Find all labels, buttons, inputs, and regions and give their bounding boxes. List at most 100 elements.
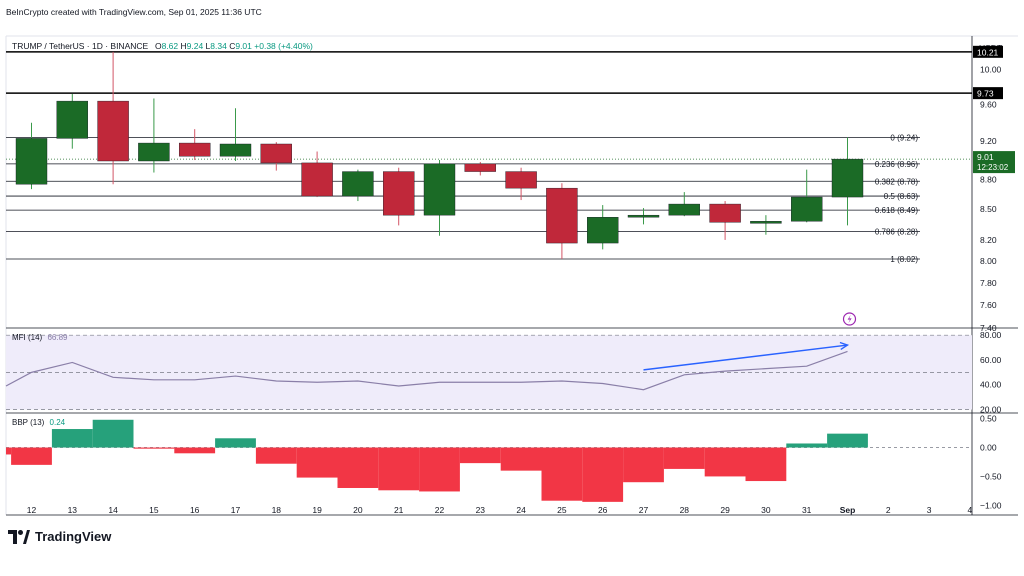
bbp-bar[interactable] (378, 447, 420, 491)
fib-level-label: 1 (8.02) (890, 255, 918, 264)
fib-level-label: 0.5 (8.63) (884, 192, 919, 201)
candle-body[interactable] (464, 163, 496, 172)
candle-body[interactable] (709, 203, 741, 223)
bbp-bar[interactable] (459, 447, 501, 464)
bbp-bar[interactable] (133, 447, 175, 449)
time-axis-tick: 26 (598, 505, 608, 515)
bbp-title: BBP (13) (12, 418, 45, 427)
candle-body[interactable] (791, 196, 823, 222)
bbp-last-value: 0.24 (49, 418, 66, 427)
symbol-title[interactable]: TRUMP / TetherUS · 1D · BINANCE (12, 41, 149, 51)
price-axis-tick: 9.20 (980, 136, 997, 146)
price-axis-tick: 10.00 (980, 65, 1002, 75)
bbp-bar[interactable] (92, 419, 134, 448)
candle-body[interactable] (423, 163, 456, 216)
time-axis-tick: 24 (516, 505, 526, 515)
bbp-bar[interactable] (745, 447, 787, 482)
bbp-bar[interactable] (337, 447, 379, 488)
bbp-bar[interactable] (11, 447, 52, 465)
time-axis-tick: 29 (720, 505, 730, 515)
candle-body[interactable] (15, 138, 48, 185)
candle-body[interactable] (138, 142, 170, 162)
bbp-bar[interactable] (51, 429, 93, 448)
bbp-axis-tick: 0.50 (980, 414, 997, 424)
time-axis-tick: 13 (68, 505, 78, 515)
bbp-bar[interactable] (827, 433, 868, 448)
mfi-axis-tick: 20.00 (980, 405, 1002, 415)
price-axis-tick: 7.80 (980, 278, 997, 288)
bbp-bar[interactable] (623, 447, 664, 483)
last-price-badge (973, 151, 1015, 174)
mfi-axis-tick: 60.00 (980, 355, 1002, 365)
candle-body[interactable] (219, 143, 252, 157)
candle-body[interactable] (668, 203, 700, 216)
candle-body[interactable] (56, 100, 88, 139)
bbp-bar[interactable] (541, 447, 583, 501)
price-axis-tick: 8.80 (980, 174, 997, 184)
price-axis-tick: 8.50 (980, 204, 997, 214)
time-axis-tick: 16 (190, 505, 200, 515)
candle-body[interactable] (750, 221, 782, 224)
tradingview-logo-icon (8, 529, 30, 544)
fib-level-label: 0.786 (8.28) (875, 228, 918, 237)
price-axis-tick: 7.60 (980, 300, 997, 310)
time-axis-tick: 23 (476, 505, 486, 515)
bbp-bar[interactable] (704, 447, 746, 477)
candle-body[interactable] (546, 187, 578, 244)
candle-body[interactable] (505, 171, 537, 189)
candle-body[interactable] (342, 171, 374, 197)
tradingview-wordmark: TradingView (35, 529, 112, 544)
mfi-trend-arrow[interactable] (643, 344, 848, 371)
mfi-legend: MFI (14) 66.89 (12, 333, 68, 342)
candle-body[interactable] (383, 171, 415, 216)
open-label: O (154, 41, 162, 51)
time-axis-tick: 12 (27, 505, 37, 515)
price-line-badge (973, 45, 1003, 58)
bbp-axis-tick: −0.50 (980, 471, 1002, 481)
time-axis-tick: 19 (312, 505, 322, 515)
time-axis-tick: 17 (231, 505, 241, 515)
candle-body[interactable] (831, 158, 864, 198)
price-axis-tick: 8.00 (980, 256, 997, 266)
bbp-bar[interactable] (6, 447, 12, 455)
bbp-bar[interactable] (419, 447, 460, 492)
candle-body[interactable] (587, 217, 619, 244)
bbp-bar[interactable] (174, 447, 216, 454)
time-axis-tick: 31 (802, 505, 812, 515)
tradingview-logo[interactable]: TradingView (8, 529, 111, 544)
bbp-axis-tick: −1.00 (980, 500, 1002, 510)
candle-body[interactable] (97, 100, 129, 162)
candle-body[interactable] (301, 162, 333, 197)
bbp-axis-tick: 0.00 (980, 443, 997, 453)
bbp-bar[interactable] (663, 447, 705, 469)
chart-credit: BeInCrypto created with TradingView.com,… (6, 7, 262, 17)
price-axis-tick: 8.20 (980, 235, 997, 245)
bbp-bar[interactable] (786, 443, 828, 448)
price-line-badge-label: 10.21 (977, 47, 999, 57)
time-axis-tick: 21 (394, 505, 404, 515)
fib-level-label: 0.618 (8.49) (875, 206, 918, 215)
close-label: C (229, 41, 236, 51)
open-value: 8.62 (161, 41, 179, 51)
bbp-bar[interactable] (215, 438, 256, 448)
price-axis-tick: 7.40 (980, 323, 997, 333)
bbp-bar[interactable] (500, 447, 542, 471)
price-axis-tick: 9.60 (980, 100, 997, 110)
bbp-bar[interactable] (582, 447, 624, 502)
time-axis-tick: 15 (149, 505, 159, 515)
mfi-trend-arrowhead (839, 341, 850, 351)
candle-body[interactable] (178, 142, 211, 157)
candle-body[interactable] (627, 214, 660, 218)
time-axis-tick: 2 (886, 505, 891, 515)
bbp-bar[interactable] (296, 447, 338, 478)
high-label: H (180, 41, 187, 51)
time-axis-tick: 25 (557, 505, 567, 515)
bbp-bar[interactable] (255, 447, 297, 464)
time-axis-tick: 22 (435, 505, 445, 515)
price-line-badge-label: 9.73 (977, 89, 994, 99)
candle-body[interactable] (260, 143, 292, 164)
bbp-legend: BBP (13) 0.24 (12, 418, 65, 427)
fib-level-label: 0.382 (8.78) (875, 177, 918, 186)
time-axis-tick: 27 (639, 505, 649, 515)
